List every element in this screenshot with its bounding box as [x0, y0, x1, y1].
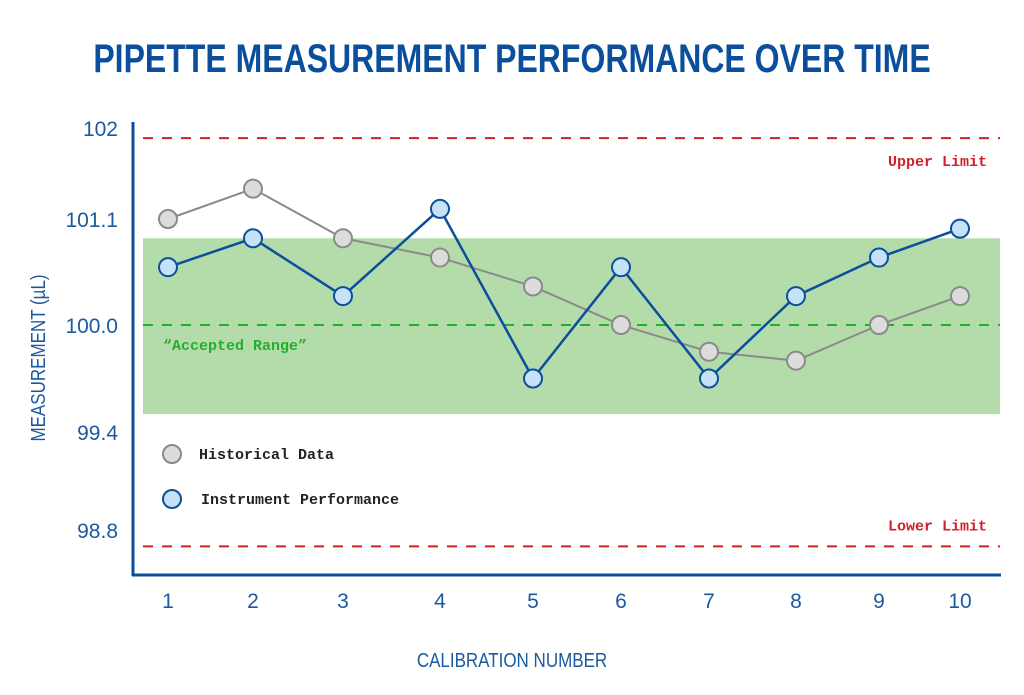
legend-label-historical: Historical Data	[199, 447, 334, 464]
data-point	[611, 257, 631, 278]
data-point	[869, 315, 889, 335]
data-point	[523, 276, 543, 297]
legend: Historical Data Instrument Performance	[162, 444, 399, 509]
y-tick-label: 99.4	[77, 422, 118, 445]
data-point	[333, 228, 353, 249]
reference-line-label: Lower Limit	[888, 518, 987, 535]
data-point	[869, 247, 889, 268]
data-point	[950, 286, 970, 307]
y-axis-label: MEASUREMENT (µL)	[27, 274, 50, 441]
data-point	[950, 218, 970, 239]
x-tick-label: 8	[790, 590, 802, 613]
data-point	[786, 286, 806, 307]
x-tick-label: 7	[703, 590, 715, 613]
legend-marker-historical	[162, 444, 182, 464]
data-point	[243, 228, 263, 249]
x-tick-label: 5	[527, 590, 539, 613]
x-tick-label: 6	[615, 590, 627, 613]
data-point	[333, 286, 353, 307]
x-tick-label: 3	[337, 590, 349, 613]
legend-marker-instrument	[162, 489, 182, 509]
x-tick-label: 9	[873, 590, 885, 613]
chart-title: PIPETTE MEASUREMENT PERFORMANCE OVER TIM…	[93, 36, 930, 81]
data-point	[158, 209, 178, 229]
y-tick-label: 101.1	[65, 209, 118, 232]
data-point	[430, 198, 450, 219]
data-point	[611, 315, 631, 335]
y-tick-label: 102	[83, 118, 118, 141]
data-point	[699, 368, 719, 389]
series-line-historical	[167, 187, 961, 362]
data-point	[158, 257, 178, 278]
x-tick-label: 10	[948, 590, 971, 613]
x-tick-label: 2	[247, 590, 259, 613]
y-tick-label: 98.8	[77, 520, 118, 543]
data-point	[243, 178, 263, 199]
x-tick-label: 4	[434, 590, 446, 613]
reference-line-label: Upper Limit	[888, 154, 987, 171]
data-point	[430, 247, 450, 268]
x-axis-label: CALIBRATION NUMBER	[417, 649, 607, 672]
y-tick-label: 100.0	[65, 315, 118, 338]
data-point	[786, 350, 806, 371]
legend-label-instrument: Instrument Performance	[201, 492, 399, 509]
data-point	[523, 368, 543, 389]
data-point	[699, 341, 719, 362]
series-line-instrument	[167, 206, 961, 381]
accepted-range-label: “Accepted Range”	[163, 338, 307, 355]
x-tick-label: 1	[162, 590, 174, 613]
